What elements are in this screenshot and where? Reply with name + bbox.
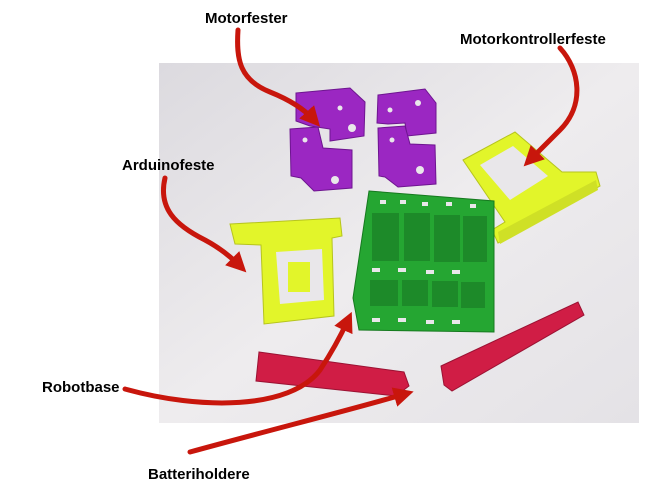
arduino-mount-arrow (161, 175, 247, 273)
label-motor-controller-mount: Motorkontrollerfeste (460, 31, 606, 48)
label-arduino-mount: Arduinofeste (122, 157, 215, 174)
arduino-mount-part (229, 217, 343, 325)
robot-base-part (352, 190, 495, 333)
label-battery-holders: Batteriholdere (148, 466, 250, 483)
motor-controller-mount-arrow (523, 45, 580, 167)
battery-holders-part (255, 301, 585, 397)
label-robot-base: Robotbase (42, 379, 120, 396)
motor-mounts-arrow (235, 27, 321, 127)
battery-holder-right (440, 301, 585, 392)
battery-holders-arrow (187, 387, 414, 455)
label-motor-mounts: Motorfester (205, 10, 288, 27)
motor-mount-2 (289, 126, 353, 192)
robot-base-arrow (122, 311, 353, 406)
